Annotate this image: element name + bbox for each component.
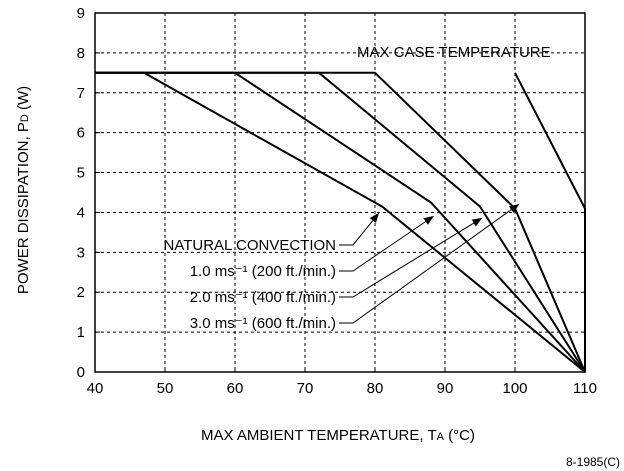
grid [95, 13, 585, 372]
y-tick-label: 9 [77, 5, 85, 22]
x-tick-label: 90 [437, 380, 454, 397]
y-tick-label: 3 [77, 244, 85, 261]
y-axis-label: POWER DISSIPATION, PD (W) [15, 86, 32, 294]
annotation-label: 3.0 ms⁻¹ (600 ft./min.) [190, 315, 336, 332]
annotation-leader-arrow [339, 217, 483, 298]
y-tick-label: 1 [77, 324, 85, 341]
annotation-label: MAX CASE TEMPERATURE [357, 44, 551, 61]
x-tick-label: 60 [227, 380, 244, 397]
y-tick-label: 7 [77, 85, 85, 102]
series-line-1 [95, 71, 586, 373]
y-tick-label: 4 [77, 204, 85, 221]
x-tick-label: 100 [502, 380, 527, 397]
annotations: MAX CASE TEMPERATURE NATURAL CONVECTION 1.… [163, 44, 550, 332]
x-tick-label: 80 [367, 380, 384, 397]
series-line-3 [95, 71, 586, 373]
y-tick-label: 0 [77, 364, 85, 381]
x-tick-label: 70 [297, 380, 314, 397]
annotation-label: NATURAL CONVECTION [163, 237, 336, 254]
series-line-2 [95, 71, 586, 373]
annotation-label: 2.0 ms⁻¹ (400 ft./min.) [190, 289, 336, 306]
y-tick-label: 5 [77, 165, 85, 182]
annotation-leader-arrow [339, 215, 434, 272]
annotation-label: 1.0 ms⁻¹ (200 ft./min.) [190, 263, 336, 280]
tick-labels: 40 50 60 70 80 90 100 110 0 1 2 3 4 5 6 7 8 9 [77, 5, 597, 397]
series-line-0 [95, 71, 586, 373]
curves [95, 71, 586, 373]
plot-frame [94, 12, 586, 373]
series-line-4 [514, 72, 586, 372]
x-tick-label: 40 [87, 380, 104, 397]
annotation-leader-arrow [339, 203, 520, 324]
x-tick-label: 50 [157, 380, 174, 397]
y-tick-label: 2 [77, 284, 85, 301]
x-axis-label: MAX AMBIENT TEMPERATURE, TA (°C) [201, 427, 475, 444]
x-tick-label: 110 [573, 380, 597, 397]
y-tick-label: 8 [77, 45, 85, 62]
y-tick-label: 6 [77, 125, 85, 142]
annotation-leader-arrow [339, 212, 380, 246]
figure-id: 8-1985(C) [566, 455, 620, 469]
